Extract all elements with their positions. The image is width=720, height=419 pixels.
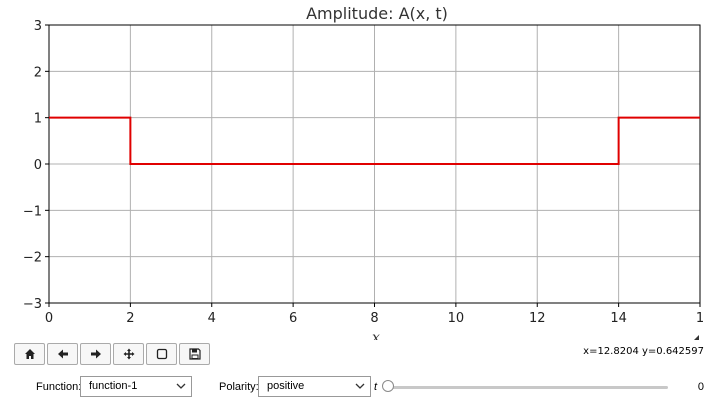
t-slider-value: 0 [697, 381, 704, 393]
x-axis-ticks: 0 2 4 6 8 10 12 14 1 [45, 303, 704, 326]
y-tick-label: −1 [23, 204, 42, 219]
zoom-rect-icon [156, 348, 167, 360]
home-button[interactable] [14, 343, 45, 365]
x-tick-label: 8 [370, 311, 378, 326]
x-tick-label: 14 [610, 311, 627, 326]
pan-button[interactable] [113, 343, 144, 365]
amplitude-plot[interactable]: Amplitude: A(x, t) 0 2 4 6 8 10 12 14 1 3210−1−2… [0, 0, 720, 340]
y-tick-label: 2 [34, 65, 42, 80]
navigation-toolbar [14, 343, 210, 365]
y-tick-label: −2 [23, 251, 42, 266]
x-tick-label: 1 [696, 311, 704, 326]
polarity-select[interactable]: positive [258, 376, 371, 397]
back-button[interactable] [47, 343, 78, 365]
save-button[interactable] [179, 343, 210, 365]
chart-title-text: Amplitude: A(x, t) [306, 4, 448, 23]
function-select[interactable]: function-1 [80, 376, 192, 397]
x-tick-label: 0 [45, 311, 53, 326]
save-icon [188, 348, 201, 360]
x-tick-label: 6 [289, 311, 297, 326]
home-icon [24, 349, 35, 359]
resize-handle-icon[interactable] [694, 335, 699, 340]
y-tick-label: −3 [23, 297, 42, 312]
x-axis-label: x [372, 330, 380, 340]
t-slider-track[interactable] [386, 386, 668, 389]
forward-arrow-icon [90, 349, 101, 359]
forward-button[interactable] [80, 343, 111, 365]
x-tick-label: 2 [126, 311, 134, 326]
chevron-down-icon [355, 383, 365, 389]
x-tick-label: 10 [448, 311, 465, 326]
polarity-label: Polarity: [219, 381, 259, 393]
back-arrow-icon [57, 349, 68, 359]
polarity-select-value: positive [267, 380, 305, 392]
y-axis-ticks: 3 2 1 0 −1 −2 −3 [23, 19, 49, 312]
t-slider-thumb[interactable] [382, 380, 394, 392]
amplitude-series-line [49, 116, 700, 165]
x-tick-label: 12 [529, 311, 546, 326]
chart-title: Amplitude: A(x, t) [306, 4, 448, 23]
zoom-rect-button[interactable] [146, 343, 177, 365]
cursor-coordinates: x=12.8204 y=0.642597 [583, 346, 704, 357]
function-select-value: function-1 [89, 380, 138, 392]
function-label: Function: [36, 381, 82, 393]
y-tick-label: 1 [34, 112, 42, 127]
y-tick-label: 0 [34, 158, 42, 173]
y-tick-label: 3 [34, 19, 42, 34]
t-label: t [374, 381, 378, 393]
chevron-down-icon [176, 383, 186, 389]
pan-icon [123, 348, 134, 360]
x-tick-label: 4 [208, 311, 216, 326]
controls-row: Function: function-1 Polarity: positive … [0, 376, 720, 400]
